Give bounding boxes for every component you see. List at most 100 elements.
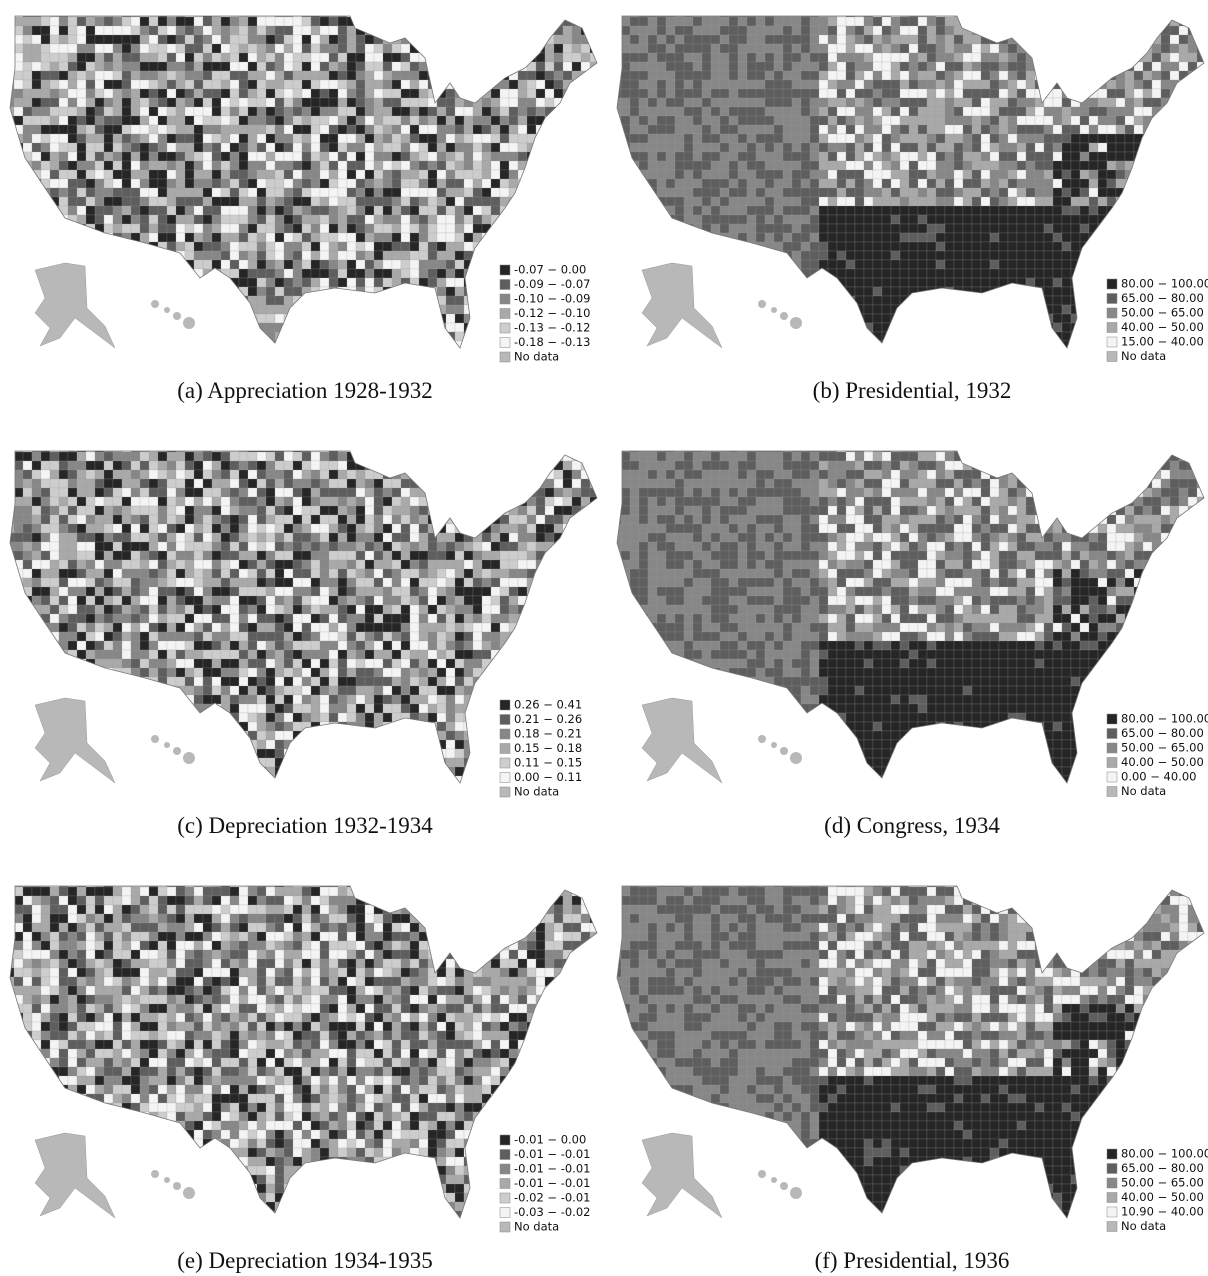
county bbox=[1034, 142, 1045, 153]
county bbox=[692, 250, 703, 261]
county bbox=[301, 223, 312, 234]
county bbox=[274, 250, 285, 261]
county bbox=[1169, 34, 1180, 45]
county bbox=[337, 268, 348, 279]
county bbox=[202, 16, 213, 27]
county bbox=[571, 43, 582, 54]
county bbox=[10, 187, 15, 198]
county bbox=[638, 79, 649, 90]
county bbox=[544, 187, 555, 198]
county bbox=[247, 133, 258, 144]
county bbox=[229, 133, 240, 144]
county bbox=[589, 223, 597, 234]
county bbox=[1079, 268, 1090, 279]
county bbox=[121, 304, 132, 315]
county bbox=[1115, 25, 1126, 36]
county bbox=[346, 16, 357, 27]
county bbox=[1070, 52, 1081, 63]
county bbox=[656, 151, 667, 162]
county bbox=[755, 97, 766, 108]
county bbox=[130, 331, 141, 342]
county bbox=[148, 133, 159, 144]
county bbox=[166, 115, 177, 126]
county bbox=[418, 16, 429, 18]
county bbox=[517, 97, 528, 108]
county bbox=[274, 169, 285, 180]
county bbox=[926, 241, 937, 252]
county bbox=[193, 79, 204, 90]
county bbox=[1016, 178, 1027, 189]
county bbox=[638, 16, 649, 27]
county bbox=[1151, 250, 1162, 261]
county bbox=[229, 196, 240, 207]
county bbox=[917, 214, 928, 225]
county bbox=[1043, 43, 1054, 54]
county bbox=[49, 115, 60, 126]
county bbox=[355, 16, 366, 27]
county bbox=[508, 34, 519, 45]
county bbox=[67, 16, 78, 27]
county bbox=[692, 16, 703, 27]
county bbox=[355, 322, 366, 333]
county bbox=[283, 187, 294, 198]
county bbox=[980, 97, 991, 108]
county bbox=[773, 205, 784, 216]
county bbox=[157, 88, 168, 99]
county bbox=[373, 223, 384, 234]
county bbox=[238, 259, 249, 270]
county bbox=[656, 241, 667, 252]
county bbox=[989, 142, 1000, 153]
county bbox=[1079, 61, 1090, 72]
county bbox=[908, 313, 919, 324]
county bbox=[746, 79, 757, 90]
county bbox=[917, 277, 928, 288]
county bbox=[589, 79, 597, 90]
county bbox=[1151, 97, 1162, 108]
county bbox=[418, 88, 429, 99]
county bbox=[580, 43, 591, 54]
county bbox=[112, 223, 123, 234]
county bbox=[917, 70, 928, 81]
county bbox=[5, 350, 14, 359]
county bbox=[599, 152, 608, 161]
county bbox=[112, 52, 123, 63]
county bbox=[989, 61, 1000, 72]
county bbox=[782, 61, 793, 72]
county bbox=[49, 169, 60, 180]
county bbox=[800, 151, 811, 162]
county bbox=[238, 88, 249, 99]
county bbox=[148, 169, 159, 180]
county bbox=[647, 196, 658, 207]
county bbox=[1061, 295, 1072, 306]
county bbox=[1196, 34, 1204, 45]
county bbox=[701, 232, 712, 243]
county bbox=[436, 61, 447, 72]
county bbox=[1106, 97, 1117, 108]
county bbox=[49, 70, 60, 81]
county bbox=[1106, 43, 1117, 54]
county bbox=[926, 268, 937, 279]
county bbox=[1142, 133, 1153, 144]
county bbox=[935, 259, 946, 270]
county bbox=[656, 25, 667, 36]
county bbox=[1196, 88, 1204, 99]
county bbox=[854, 223, 865, 234]
county bbox=[10, 241, 15, 252]
county bbox=[418, 142, 429, 153]
county bbox=[553, 151, 564, 162]
county bbox=[1079, 223, 1090, 234]
county bbox=[157, 340, 168, 348]
county bbox=[1043, 178, 1054, 189]
county bbox=[845, 268, 856, 279]
county bbox=[926, 133, 937, 144]
county bbox=[926, 232, 937, 243]
county bbox=[1169, 133, 1180, 144]
county bbox=[998, 106, 1009, 117]
county bbox=[845, 259, 856, 270]
county bbox=[1025, 250, 1036, 261]
county bbox=[989, 187, 1000, 198]
county bbox=[103, 304, 114, 315]
county bbox=[617, 259, 622, 270]
county bbox=[265, 25, 276, 36]
county bbox=[1106, 160, 1117, 171]
